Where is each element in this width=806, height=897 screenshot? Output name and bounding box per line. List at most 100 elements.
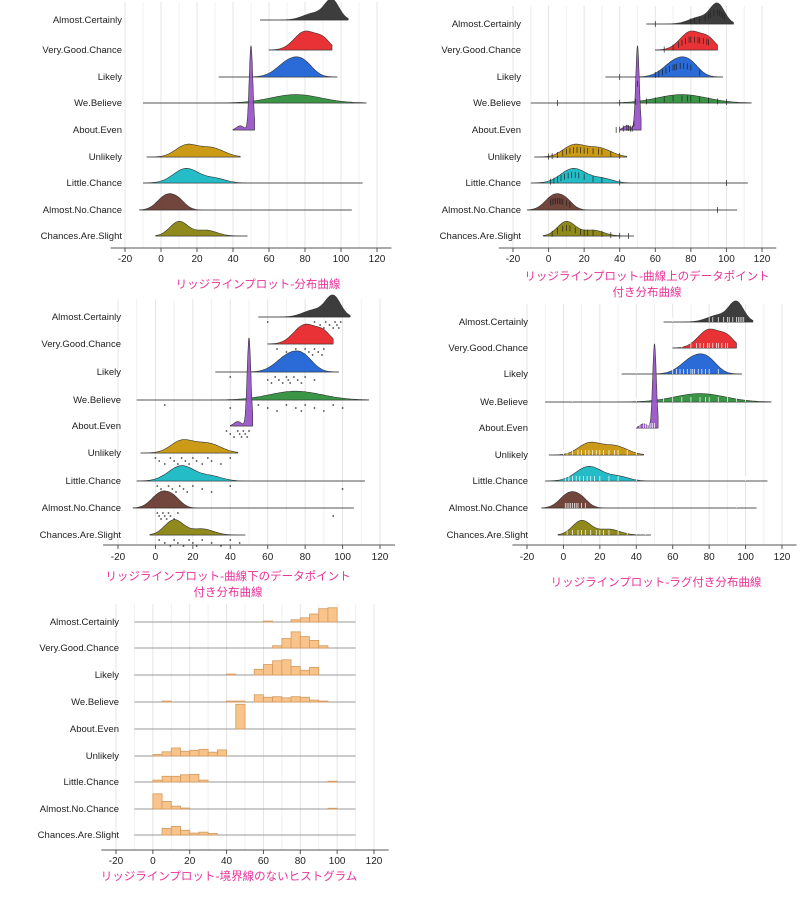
histogram-bar (318, 645, 329, 649)
category-label: Almost.No.Chance (43, 205, 122, 216)
category-label: Unlikely (488, 152, 522, 163)
histogram-bar (161, 700, 172, 703)
category-label: Likely (504, 369, 529, 380)
data-point (246, 436, 249, 438)
category-label: Little.Chance (66, 476, 121, 487)
histogram-bar (253, 694, 264, 703)
data-point (180, 457, 183, 459)
x-tick-label: -20 (506, 254, 521, 265)
x-tick-label: 60 (263, 254, 275, 265)
data-point (173, 460, 176, 462)
histogram-bar (180, 829, 191, 836)
category-label: Chances.Are.Slight (440, 231, 522, 242)
category-label: About.Even (73, 125, 122, 136)
histogram-bar (226, 700, 237, 703)
histogram-bar (198, 779, 209, 783)
data-point (321, 354, 323, 356)
data-point (175, 491, 177, 493)
category-label: Little.Chance (473, 476, 528, 487)
data-point (242, 430, 245, 432)
data-point (173, 539, 176, 541)
x-tick-label: 20 (187, 552, 199, 563)
data-point (201, 463, 204, 465)
category-label: Very.Good.Chance (41, 339, 121, 350)
data-point (296, 379, 299, 381)
density-curve (232, 45, 255, 131)
data-point (266, 321, 269, 323)
x-tick-label: 0 (158, 254, 164, 265)
histogram-bar (189, 749, 200, 757)
density-curve (143, 94, 367, 104)
density-curve (230, 337, 253, 427)
data-point (178, 485, 181, 487)
data-point (317, 351, 320, 353)
density-curve (136, 465, 365, 482)
x-tick-label: -20 (111, 552, 126, 563)
data-point (332, 515, 335, 517)
data-point (238, 433, 241, 435)
density-curve (541, 491, 757, 509)
x-tick-label: 80 (299, 254, 311, 265)
x-tick-label: 60 (258, 856, 270, 867)
histogram-bar (161, 801, 172, 810)
histogram-bar (161, 775, 172, 783)
x-tick-label: 80 (300, 552, 312, 563)
data-point (162, 512, 164, 514)
data-point (163, 463, 166, 465)
data-point (201, 488, 204, 490)
data-point (294, 348, 297, 350)
x-tick-label: 100 (329, 856, 346, 867)
density-curve (526, 193, 738, 211)
data-point (336, 324, 338, 326)
data-point (304, 376, 307, 378)
data-point (233, 436, 235, 438)
histogram-bar (327, 607, 338, 623)
data-point (163, 404, 166, 406)
data-point (313, 379, 316, 381)
data-point (156, 512, 159, 514)
data-point (276, 348, 278, 350)
x-tick-label: 0 (153, 552, 159, 563)
density-curve (149, 519, 246, 536)
chart-panel-2: -20 0 20 40 60 80 100 120 Almost.Certainly Very.G… (440, 2, 777, 299)
histogram-bar (309, 667, 320, 676)
data-point (313, 348, 316, 350)
density-curve (545, 465, 768, 482)
x-tick-label: 40 (225, 552, 237, 563)
histogram-bar (272, 660, 283, 676)
data-point (238, 542, 241, 544)
data-point (158, 539, 161, 541)
data-point (158, 460, 161, 462)
density-curve (655, 30, 718, 51)
data-point (322, 348, 325, 350)
data-point (334, 321, 336, 323)
data-point (293, 376, 295, 378)
data-point (160, 488, 162, 490)
category-label: Chances.Are.Slight (41, 231, 123, 242)
histogram-bar (170, 826, 181, 836)
data-point (229, 407, 232, 409)
data-point (167, 485, 170, 487)
histogram-bar (226, 673, 237, 676)
density-curve (218, 56, 338, 78)
data-point (324, 321, 327, 323)
density-curve (672, 328, 737, 349)
density-curve (619, 45, 642, 131)
data-point (257, 404, 260, 406)
data-point (319, 324, 322, 326)
category-label: Almost.No.Chance (442, 205, 521, 216)
density-curve (646, 2, 734, 25)
histogram-bar (198, 831, 209, 836)
data-point (210, 460, 213, 462)
histogram-bar (318, 700, 329, 703)
density-curve (636, 343, 659, 429)
data-point (244, 433, 247, 435)
histogram-bar (309, 640, 320, 649)
x-tick-label: -20 (109, 856, 124, 867)
x-tick-label: 40 (614, 254, 626, 265)
data-point (169, 545, 172, 547)
caption: 付き分布曲線 (613, 285, 682, 299)
data-point (186, 491, 189, 493)
data-point (248, 430, 250, 432)
